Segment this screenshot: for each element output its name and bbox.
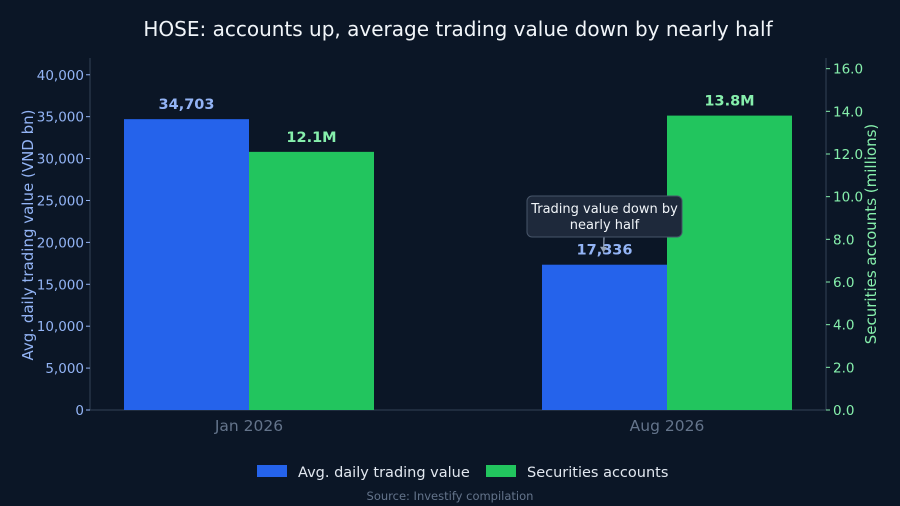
bar-accounts-1 xyxy=(249,151,374,410)
annotation-box xyxy=(526,195,683,238)
bar-trading-value-2 xyxy=(542,264,667,410)
annotation-text-line: nearly half xyxy=(570,218,640,233)
right-axis-tick-label: 10.0 xyxy=(833,190,863,206)
right-axis-tick-label: 8.0 xyxy=(833,232,854,248)
bar-trading-value-1 xyxy=(124,119,249,410)
right-axis-tick-label: 2.0 xyxy=(833,360,854,376)
left-axis-label: Avg. daily trading value (VND bn) xyxy=(19,109,37,360)
right-axis-tick-label: 12.0 xyxy=(833,147,863,163)
right-axis-label: Securities accounts (millions) xyxy=(862,124,880,345)
chart-title: HOSE: accounts up, average trading value… xyxy=(143,17,773,41)
left-axis-tick-label: 10,000 xyxy=(37,319,84,335)
data-label: 12.1M xyxy=(286,130,336,146)
right-axis-tick-label: 4.0 xyxy=(833,318,854,334)
legend-swatch xyxy=(257,465,287,477)
left-axis-tick-label: 20,000 xyxy=(37,235,84,251)
left-axis-tick-label: 30,000 xyxy=(37,152,84,168)
x-axis-tick-label: Aug 2026 xyxy=(630,417,705,435)
left-axis-tick-label: 40,000 xyxy=(37,68,84,84)
right-axis-tick-label: 14.0 xyxy=(833,104,863,120)
right-axis-tick-label: 0.0 xyxy=(833,403,854,419)
left-axis-tick-label: 35,000 xyxy=(37,110,84,126)
annotation-text-line: Trading value down by xyxy=(530,202,678,217)
legend-label: Securities accounts xyxy=(527,465,668,481)
right-axis-tick-label: 16.0 xyxy=(833,62,863,78)
left-axis-tick-label: 25,000 xyxy=(37,193,84,209)
bar-accounts-2 xyxy=(667,115,792,410)
data-label: 34,703 xyxy=(159,97,215,113)
x-axis-tick-label: Jan 2026 xyxy=(214,417,283,435)
left-axis-tick-label: 5,000 xyxy=(45,361,84,377)
annotation-arrow-head xyxy=(600,246,607,253)
right-axis-tick-label: 6.0 xyxy=(833,275,854,291)
left-axis-tick-label: 15,000 xyxy=(37,277,84,293)
source-note: Source: Investify compilation xyxy=(367,489,534,503)
left-axis-tick-label: 0 xyxy=(75,403,84,419)
data-label: 13.8M xyxy=(704,94,754,110)
legend-swatch xyxy=(486,465,516,477)
legend-label: Avg. daily trading value xyxy=(298,465,470,481)
